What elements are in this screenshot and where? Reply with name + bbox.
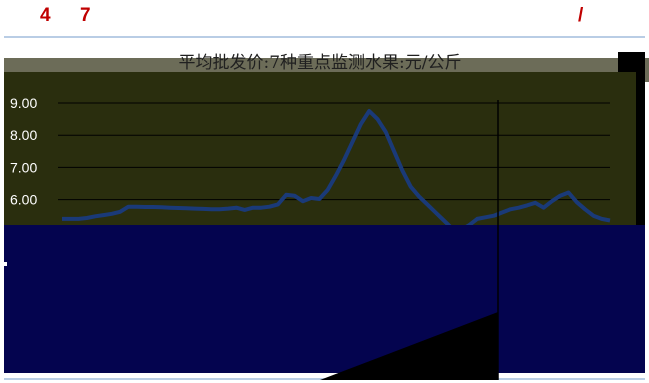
header-slash: / (578, 5, 584, 26)
y-tick-label: 6.00 (10, 192, 37, 208)
overlay-gap (4, 262, 7, 266)
y-tick-label: 7.00 (10, 159, 37, 175)
header-number-7: 7 (80, 5, 91, 26)
plot-right-edge (636, 72, 645, 226)
chart-title: 平均批发价:7种重点监测水果:元/公斤 (179, 53, 462, 73)
plot-area (4, 72, 642, 226)
y-tick-label: 9.00 (10, 95, 37, 111)
series-line-layer (62, 109, 611, 233)
series-line (62, 109, 611, 233)
overlay-wedge (320, 312, 498, 380)
header-bar: 4 7 / (0, 5, 649, 31)
overlay-block (4, 225, 645, 373)
y-tick-label: 8.00 (10, 127, 37, 143)
header-number-4: 4 (40, 5, 51, 26)
